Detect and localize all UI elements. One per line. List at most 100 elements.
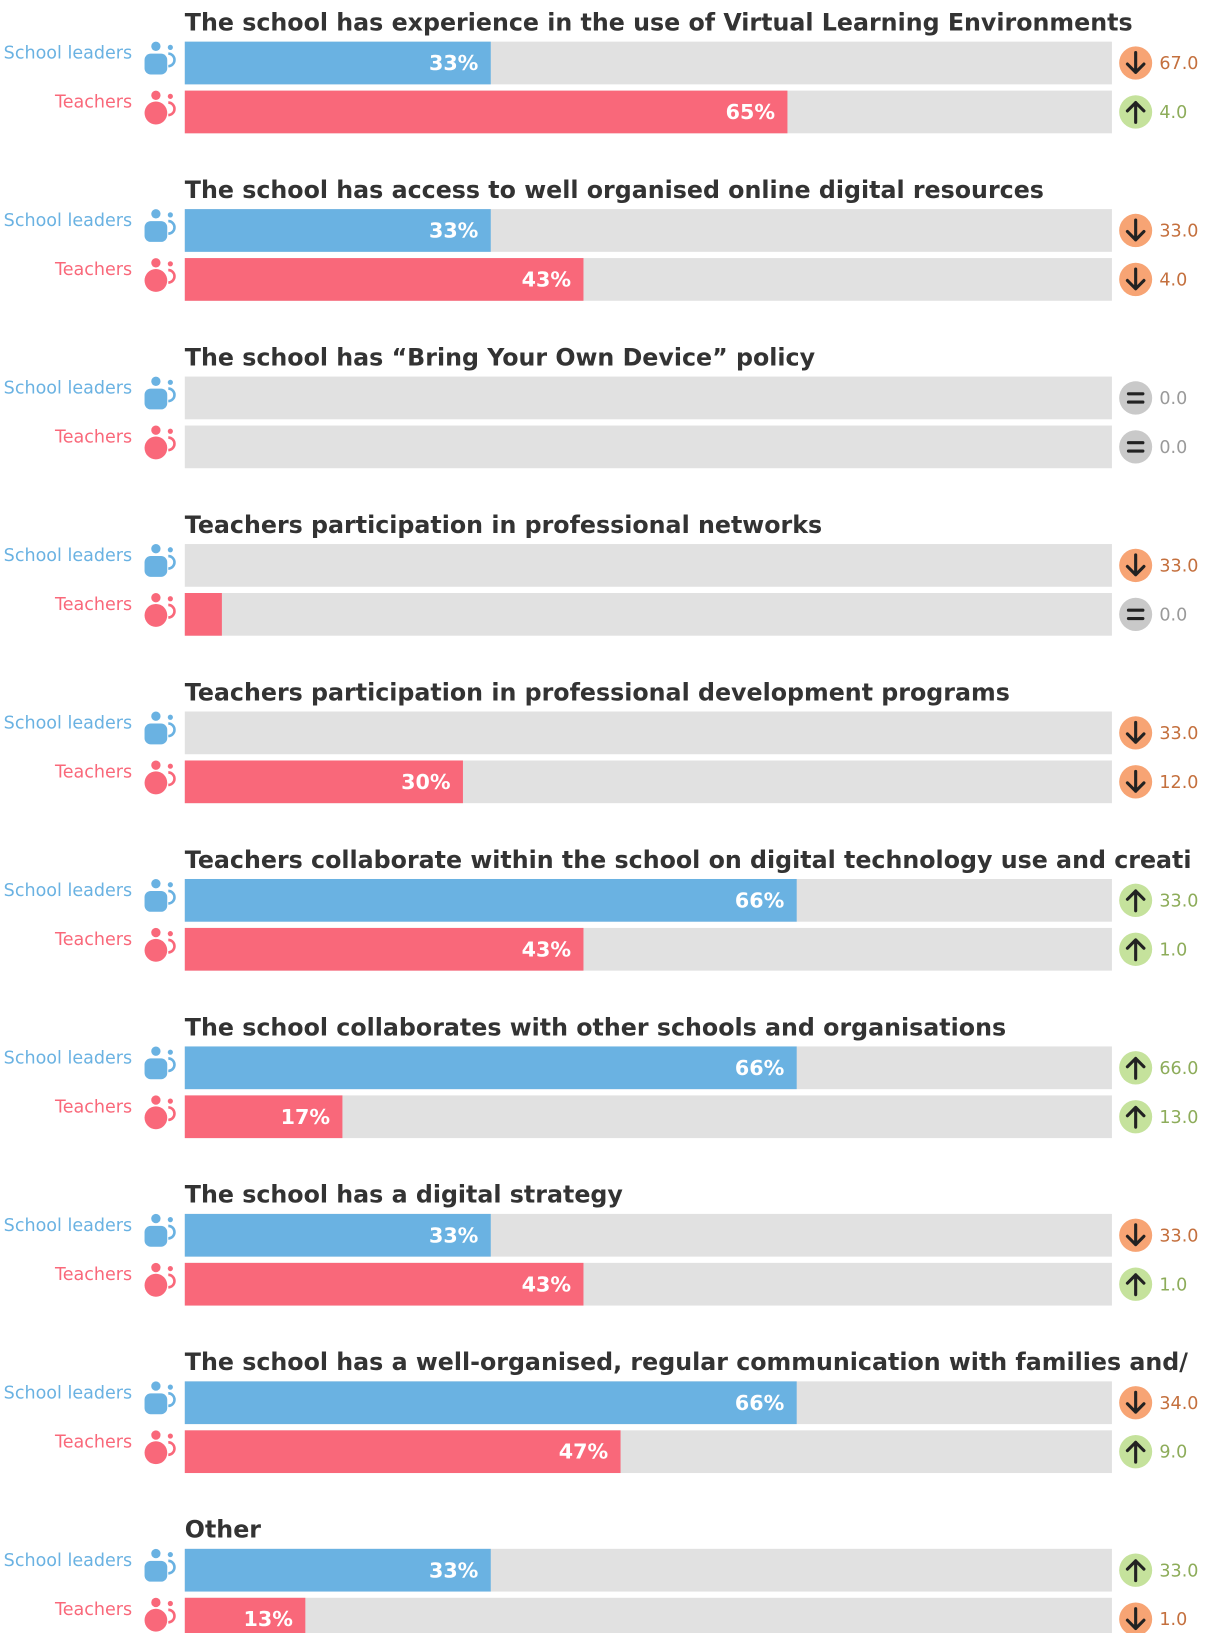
icon-head bbox=[151, 90, 161, 100]
arrow-up bbox=[1125, 1273, 1146, 1297]
person-icon bbox=[144, 1095, 176, 1130]
group-title: Teachers collaborate within the school o… bbox=[185, 846, 1192, 874]
value-label: 65% bbox=[726, 100, 776, 124]
icon-head-small bbox=[167, 44, 173, 50]
value-label: 66% bbox=[735, 1391, 785, 1415]
bar-track bbox=[184, 425, 1112, 469]
icon-body-small bbox=[168, 387, 176, 403]
icon-body bbox=[144, 1608, 168, 1632]
change-label: 33.0 bbox=[1159, 891, 1198, 911]
icon-body-small bbox=[168, 268, 176, 284]
arrow-down bbox=[1125, 1223, 1146, 1247]
group-title: The school has a well-organised, regular… bbox=[185, 1348, 1188, 1376]
change-label: 13.0 bbox=[1159, 1108, 1198, 1128]
bar bbox=[184, 760, 463, 804]
person-icon bbox=[144, 760, 176, 795]
icon-body bbox=[144, 1273, 168, 1297]
person-icon bbox=[144, 878, 176, 912]
icon-body bbox=[144, 771, 168, 795]
icon-body-small bbox=[168, 219, 176, 235]
icon-body bbox=[144, 1560, 168, 1582]
series-label: Teachers bbox=[54, 260, 132, 280]
change-label: 1.0 bbox=[1159, 1275, 1187, 1295]
change-label: 67.0 bbox=[1159, 54, 1198, 74]
value-label: 33% bbox=[429, 218, 479, 242]
person-icon bbox=[144, 425, 176, 460]
arrow-up bbox=[1125, 1105, 1146, 1129]
icon-body-small bbox=[168, 554, 176, 570]
series-label: School leaders bbox=[4, 379, 132, 399]
person-icon bbox=[144, 1213, 176, 1247]
icon-head-small bbox=[167, 882, 173, 888]
icon-head-small bbox=[167, 379, 173, 385]
icon-body-small bbox=[168, 52, 176, 68]
person-icon bbox=[144, 376, 176, 410]
icon-head bbox=[151, 1597, 161, 1608]
icon-body-small bbox=[168, 889, 176, 905]
equal-sign bbox=[1126, 441, 1145, 453]
change-label: 0.0 bbox=[1159, 438, 1187, 458]
series-label: Teachers bbox=[54, 1265, 132, 1285]
value-label: 43% bbox=[522, 937, 572, 961]
value-label: 17% bbox=[281, 1105, 331, 1129]
change-label: 0.0 bbox=[1159, 605, 1187, 625]
icon-body-small bbox=[168, 1392, 176, 1408]
icon-head-small bbox=[167, 931, 173, 937]
change-label: 4.0 bbox=[1159, 103, 1187, 123]
change-label: 12.0 bbox=[1159, 773, 1198, 793]
arrow-down bbox=[1125, 218, 1146, 242]
icon-body bbox=[144, 53, 168, 75]
change-label: 9.0 bbox=[1159, 1443, 1187, 1463]
icon-head-small bbox=[167, 1433, 173, 1439]
person-icon bbox=[144, 593, 176, 627]
value-label: 33% bbox=[429, 1223, 479, 1247]
icon-body-small bbox=[168, 722, 176, 738]
change-label: 1.0 bbox=[1159, 1610, 1187, 1630]
person-icon bbox=[144, 1548, 176, 1582]
bar bbox=[184, 258, 584, 301]
icon-body-small bbox=[168, 1608, 176, 1624]
person-icon bbox=[144, 711, 176, 745]
series-label: Teachers bbox=[54, 595, 132, 615]
equal-sign bbox=[1126, 392, 1145, 404]
arrow-up bbox=[1125, 1440, 1146, 1464]
change-label: 33.0 bbox=[1159, 1561, 1198, 1581]
change-label: 33.0 bbox=[1159, 556, 1198, 576]
change-badge bbox=[1119, 381, 1153, 415]
icon-body-small bbox=[168, 1273, 176, 1289]
icon-head bbox=[151, 760, 161, 770]
change-label: 33.0 bbox=[1159, 724, 1198, 744]
bar bbox=[184, 593, 222, 636]
icon-head bbox=[151, 209, 161, 219]
arrow-down bbox=[1125, 51, 1146, 74]
bar-track bbox=[184, 1597, 1112, 1633]
group-title: Teachers participation in professional n… bbox=[185, 511, 822, 539]
person-icon bbox=[144, 90, 176, 125]
group-title: The school has access to well organised … bbox=[185, 176, 1044, 204]
icon-head bbox=[151, 927, 161, 938]
change-label: 34.0 bbox=[1159, 1394, 1198, 1414]
arrow-up bbox=[1125, 889, 1146, 913]
icon-head-small bbox=[167, 93, 173, 99]
icon-body bbox=[144, 1225, 168, 1247]
icon-head bbox=[151, 425, 161, 435]
bar-track bbox=[184, 593, 1112, 636]
bar bbox=[184, 1381, 797, 1425]
icon-body-small bbox=[168, 771, 176, 787]
icon-body bbox=[144, 938, 168, 962]
change-badge bbox=[1119, 597, 1153, 632]
bar bbox=[184, 878, 797, 922]
icon-body bbox=[144, 436, 168, 460]
icon-head-small bbox=[167, 1049, 173, 1055]
arrow-up bbox=[1125, 101, 1146, 124]
bar bbox=[184, 1597, 306, 1633]
arrow-down bbox=[1125, 1607, 1146, 1631]
icon-head-small bbox=[167, 1217, 173, 1223]
icon-body-small bbox=[168, 1224, 176, 1240]
icon-body-small bbox=[168, 101, 176, 117]
bar bbox=[184, 1430, 621, 1474]
group-title: The school collaborates with other schoo… bbox=[185, 1013, 1006, 1041]
value-label: 43% bbox=[522, 1272, 572, 1296]
